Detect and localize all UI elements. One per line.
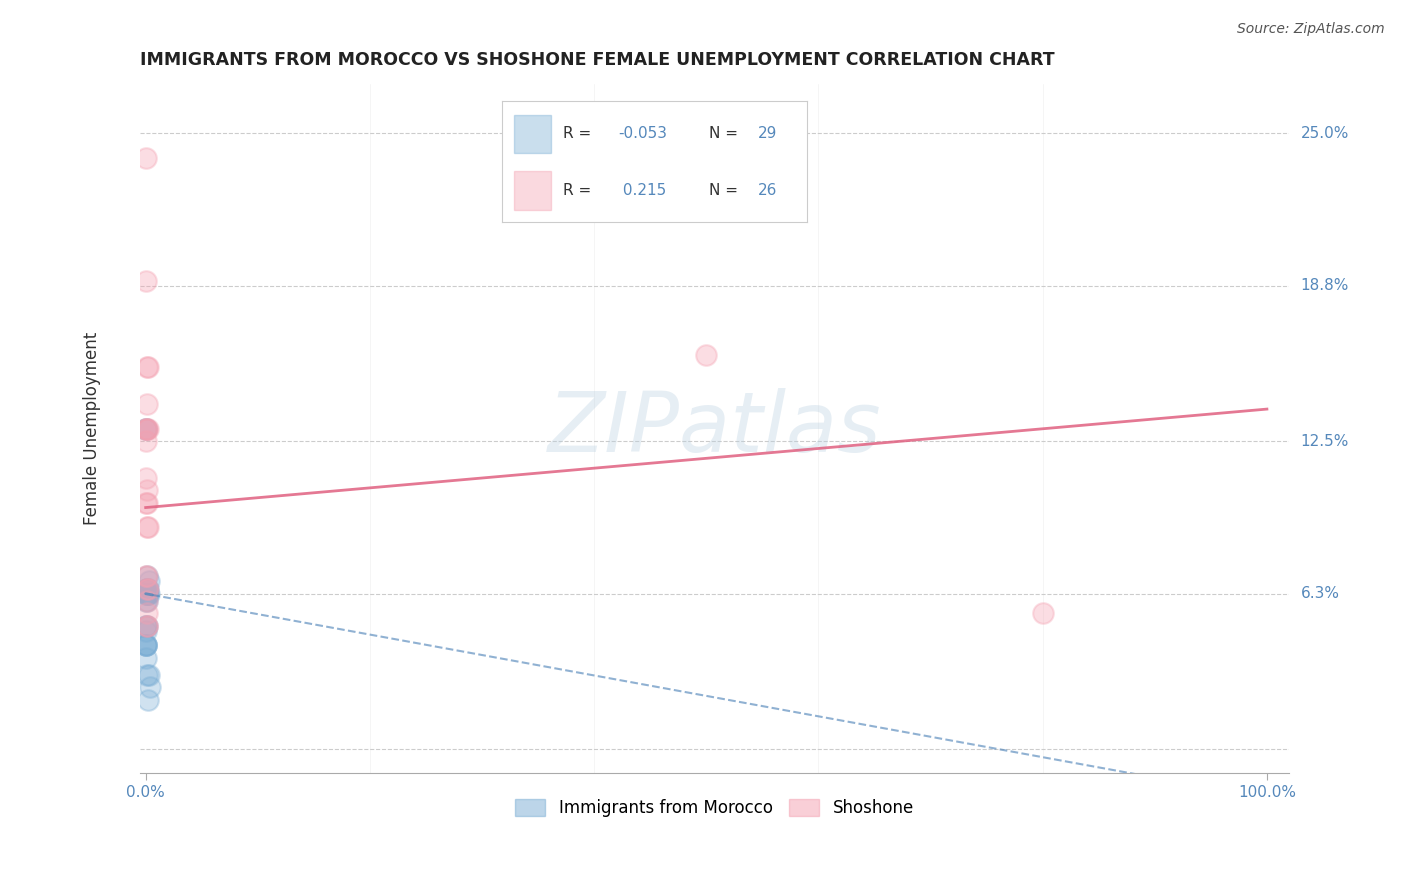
Text: 6.3%: 6.3%	[1301, 586, 1340, 601]
Point	[135, 582, 157, 596]
Point	[136, 582, 159, 596]
Point	[138, 587, 160, 601]
Point	[136, 422, 159, 436]
Legend: Immigrants from Morocco, Shoshone: Immigrants from Morocco, Shoshone	[509, 792, 921, 823]
Point	[135, 618, 157, 632]
Point	[135, 587, 157, 601]
Point	[135, 569, 157, 583]
Point	[135, 639, 157, 653]
Point	[135, 618, 157, 632]
Point	[135, 650, 157, 665]
Point	[135, 434, 157, 448]
Point	[135, 569, 157, 583]
Text: 18.8%: 18.8%	[1301, 278, 1348, 293]
Point	[135, 594, 157, 608]
Point	[135, 471, 157, 485]
Point	[135, 397, 157, 411]
Point	[135, 639, 157, 653]
Point	[135, 495, 157, 509]
Point	[135, 422, 157, 436]
Point	[135, 587, 157, 601]
Point	[135, 520, 157, 534]
Point	[135, 422, 157, 436]
Point	[135, 582, 157, 596]
Point	[135, 569, 157, 583]
Point	[135, 594, 157, 608]
Point	[135, 607, 157, 621]
Point	[135, 587, 157, 601]
Point	[135, 639, 157, 653]
Point	[135, 151, 157, 165]
Point	[135, 587, 157, 601]
Point	[135, 495, 157, 509]
Point	[136, 520, 159, 534]
Point	[1032, 607, 1054, 621]
Point	[138, 574, 160, 589]
Text: 12.5%: 12.5%	[1301, 434, 1348, 449]
Point	[135, 274, 157, 288]
Point	[135, 422, 157, 436]
Point	[136, 360, 159, 375]
Point	[135, 639, 157, 653]
Point	[135, 618, 157, 632]
Point	[135, 582, 157, 596]
Text: 25.0%: 25.0%	[1301, 126, 1348, 141]
Text: IMMIGRANTS FROM MOROCCO VS SHOSHONE FEMALE UNEMPLOYMENT CORRELATION CHART: IMMIGRANTS FROM MOROCCO VS SHOSHONE FEMA…	[141, 51, 1054, 69]
Point	[135, 618, 157, 632]
Point	[135, 618, 157, 632]
Point	[695, 348, 717, 362]
Text: ZIPatlas: ZIPatlas	[548, 388, 882, 469]
Point	[136, 582, 159, 596]
Point	[135, 483, 157, 498]
Text: Source: ZipAtlas.com: Source: ZipAtlas.com	[1237, 22, 1385, 37]
Point	[135, 422, 157, 436]
Point	[135, 668, 157, 682]
Point	[136, 692, 159, 706]
Point	[138, 668, 160, 682]
Point	[135, 422, 157, 436]
Point	[135, 360, 157, 375]
Point	[136, 587, 159, 601]
Point	[135, 624, 157, 638]
Text: Female Unemployment: Female Unemployment	[83, 332, 101, 525]
Point	[139, 680, 162, 694]
Point	[135, 594, 157, 608]
Point	[135, 582, 157, 596]
